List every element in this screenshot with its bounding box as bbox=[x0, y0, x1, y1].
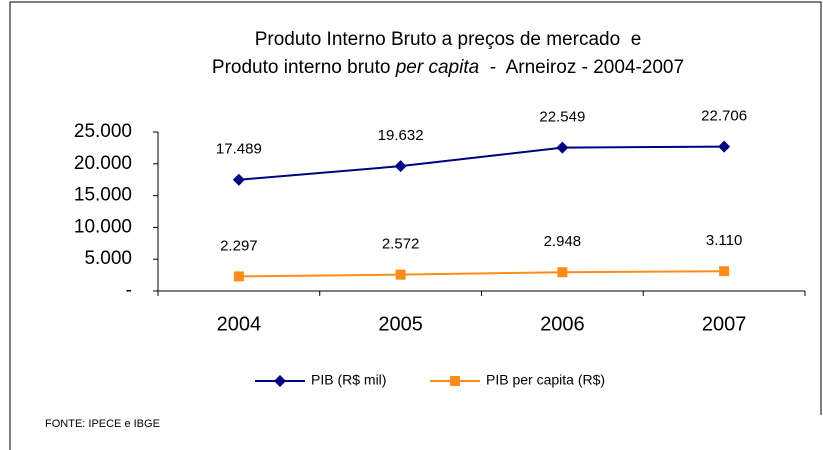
data-label: 2.297 bbox=[220, 237, 258, 254]
point bbox=[395, 269, 406, 280]
point bbox=[718, 140, 731, 153]
data-label: 19.632 bbox=[378, 127, 424, 144]
y-tick-label: 20.000 bbox=[74, 153, 132, 174]
chart-title: Produto Interno Bruto a preços de mercad… bbox=[255, 29, 642, 50]
point bbox=[233, 271, 244, 282]
x-tick-label: 2004 bbox=[217, 313, 262, 335]
x-tick-label: 2007 bbox=[702, 313, 747, 335]
point bbox=[557, 267, 568, 278]
point bbox=[232, 173, 245, 186]
y-tick-label: 10.000 bbox=[74, 216, 132, 237]
x-tick-label: 2006 bbox=[540, 313, 585, 335]
y-tick-label: 25.000 bbox=[74, 121, 132, 142]
data-label: 3.110 bbox=[706, 232, 742, 249]
title-part: Produto interno bruto bbox=[212, 57, 396, 78]
data-label: 22.549 bbox=[539, 109, 585, 126]
title-part: per capita bbox=[395, 57, 479, 78]
point bbox=[556, 141, 569, 154]
chart-frame bbox=[9, 1, 822, 450]
point bbox=[719, 266, 730, 277]
point bbox=[394, 160, 407, 173]
y-tick-label: 15.000 bbox=[74, 185, 132, 206]
legend-marker bbox=[274, 375, 286, 387]
data-label: 22.706 bbox=[701, 108, 747, 125]
series-line bbox=[238, 270, 725, 278]
legend-marker bbox=[450, 376, 460, 386]
source-note: FONTE: IPECE e IBGE bbox=[45, 418, 160, 430]
series-line bbox=[238, 145, 725, 181]
y-tick-label: - bbox=[126, 280, 132, 301]
data-label: 2.572 bbox=[382, 236, 420, 253]
legend-label: PIB (R$ mil) bbox=[311, 372, 386, 388]
chart-title: Produto interno bruto per capita - Arnei… bbox=[212, 57, 684, 78]
title-part: - Arneiroz - 2004-2007 bbox=[479, 57, 684, 78]
legend-label: PIB per capita (R$) bbox=[486, 372, 605, 388]
x-tick-label: 2005 bbox=[378, 313, 423, 335]
data-label: 2.948 bbox=[544, 233, 582, 250]
y-tick-label: 5.000 bbox=[84, 248, 132, 269]
data-label: 17.489 bbox=[216, 141, 262, 158]
